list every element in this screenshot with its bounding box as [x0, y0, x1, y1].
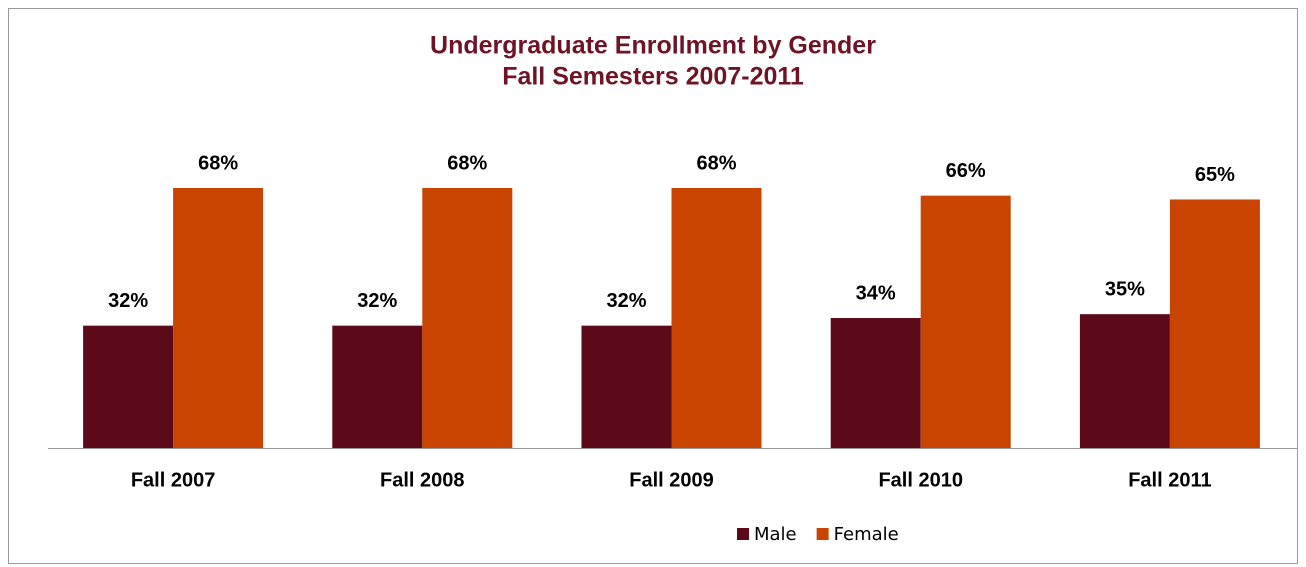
bar [173, 188, 264, 448]
bar [581, 325, 672, 448]
data-label: 68% [198, 152, 238, 174]
bar [920, 195, 1011, 448]
bar [671, 188, 762, 448]
data-label: 66% [946, 160, 986, 182]
legend-label: Female [834, 524, 899, 545]
data-label: 68% [696, 152, 736, 174]
x-tick-label: Fall 2011 [1128, 469, 1211, 491]
bar [83, 325, 174, 448]
data-label: 32% [108, 290, 148, 312]
legend-swatch [816, 528, 829, 540]
data-label: 35% [1105, 278, 1145, 300]
chart-title: Undergraduate Enrollment by Gender [430, 32, 876, 60]
data-label: 68% [447, 152, 487, 174]
bar [830, 318, 921, 448]
legend-swatch [737, 528, 749, 540]
x-tick-label: Fall 2009 [629, 469, 714, 491]
bar [1079, 314, 1170, 448]
bar [422, 188, 513, 448]
chart-subtitle: Fall Semesters 2007-2011 [502, 63, 804, 91]
data-label: 32% [606, 290, 646, 312]
x-tick-label: Fall 2007 [131, 469, 216, 491]
x-tick-label: Fall 2010 [878, 469, 963, 491]
bar [1169, 199, 1260, 448]
data-label: 65% [1195, 164, 1235, 186]
bar [332, 325, 423, 448]
x-tick-label: Fall 2008 [380, 469, 465, 491]
data-label: 32% [357, 290, 397, 312]
data-label: 34% [856, 282, 896, 304]
legend-label: Male [754, 524, 797, 545]
